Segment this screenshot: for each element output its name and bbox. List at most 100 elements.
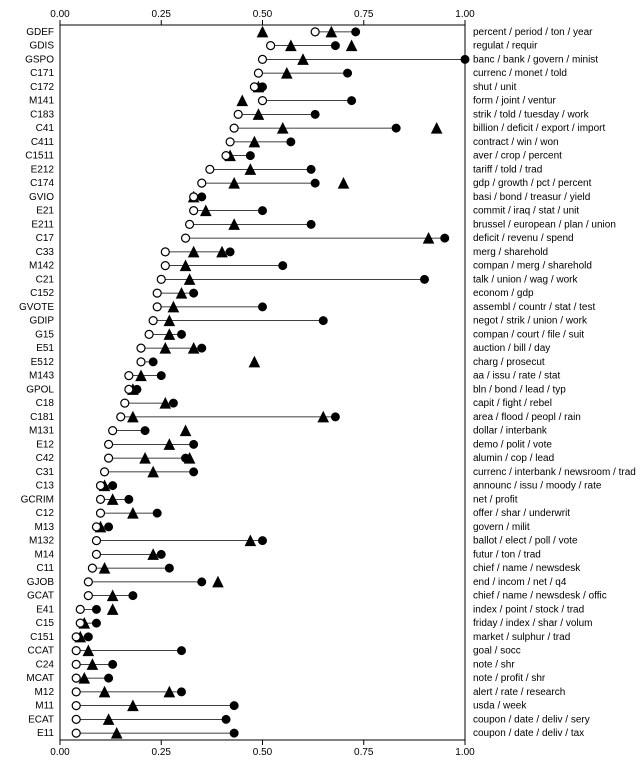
closed-dot — [198, 578, 206, 586]
closed-dot — [178, 330, 186, 338]
xtick-bottom: 1.00 — [455, 747, 475, 758]
open-dot — [145, 330, 153, 338]
closed-dot — [461, 55, 469, 63]
open-dot — [186, 220, 194, 228]
closed-dot — [226, 248, 234, 256]
open-dot — [72, 660, 80, 668]
closed-dot — [198, 344, 206, 352]
open-dot — [76, 605, 84, 613]
closed-dot — [169, 399, 177, 407]
row-label: C17 — [36, 233, 55, 244]
row-desc: announc / issu / moody / rate — [473, 481, 602, 492]
row-label: M142 — [29, 261, 54, 272]
row-desc: brussel / european / plan / union — [473, 219, 616, 230]
row-label: C12 — [36, 508, 55, 519]
closed-dot — [109, 482, 117, 490]
row-label: GCAT — [27, 591, 54, 602]
open-dot — [92, 523, 100, 531]
row-label: MCAT — [26, 673, 54, 684]
row-label: E211 — [31, 219, 54, 230]
row-label: E21 — [36, 206, 54, 217]
row-desc: billion / deficit / export / import — [473, 123, 605, 134]
row-desc: alert / rate / research — [473, 687, 565, 698]
row-label: C174 — [30, 178, 54, 189]
open-dot — [153, 289, 161, 297]
row-desc: currenc / monet / told — [473, 68, 567, 79]
row-label: C31 — [36, 467, 55, 478]
open-dot — [92, 550, 100, 558]
open-dot — [234, 110, 242, 118]
closed-dot — [149, 358, 157, 366]
xtick-bottom: 0.75 — [354, 747, 374, 758]
row-desc: charg / prosecut — [473, 357, 545, 368]
closed-dot — [287, 138, 295, 146]
open-dot — [182, 234, 190, 242]
open-dot — [88, 564, 96, 572]
closed-dot — [190, 440, 198, 448]
closed-dot — [441, 234, 449, 242]
row-desc: govern / milit — [473, 522, 530, 533]
closed-dot — [259, 83, 267, 91]
open-dot — [97, 482, 105, 490]
row-desc: gdp / growth / pct / percent — [473, 178, 592, 189]
row-label: M141 — [29, 96, 54, 107]
row-label: CCAT — [28, 646, 54, 657]
closed-dot — [157, 372, 165, 380]
row-desc: goal / socc — [473, 646, 521, 657]
open-dot — [97, 509, 105, 517]
xtick-top: 0.50 — [253, 9, 273, 20]
row-desc: compan / merg / sharehold — [473, 261, 592, 272]
open-dot — [190, 193, 198, 201]
row-label: GDEF — [26, 27, 54, 38]
row-desc: contract / win / won — [473, 137, 559, 148]
closed-dot — [190, 289, 198, 297]
closed-dot — [178, 688, 186, 696]
row-desc: note / shr — [473, 659, 515, 670]
closed-dot — [157, 550, 165, 558]
closed-dot — [153, 509, 161, 517]
xtick-bottom: 0.00 — [50, 747, 70, 758]
row-label: C21 — [36, 274, 55, 285]
row-label: E12 — [36, 439, 54, 450]
open-dot — [149, 317, 157, 325]
row-desc: alumin / cop / lead — [473, 453, 554, 464]
closed-dot — [125, 495, 133, 503]
row-desc: demo / polit / vote — [473, 439, 552, 450]
row-desc: form / joint / ventur — [473, 96, 556, 107]
row-desc: percent / period / ton / year — [473, 27, 593, 38]
row-label: E41 — [36, 604, 54, 615]
row-label: C13 — [36, 481, 55, 492]
row-desc: banc / bank / govern / minist — [473, 54, 598, 65]
row-desc: commit / iraq / stat / unit — [473, 206, 579, 217]
row-desc: basi / bond / treasur / yield — [473, 192, 590, 203]
closed-dot — [230, 702, 238, 710]
row-label: C151 — [30, 632, 54, 643]
open-dot — [125, 372, 133, 380]
open-dot — [72, 715, 80, 723]
row-label: C152 — [30, 288, 54, 299]
row-label: C41 — [36, 123, 55, 134]
closed-dot — [230, 729, 238, 737]
row-desc: net / profit — [473, 494, 518, 505]
closed-dot — [141, 427, 149, 435]
open-dot — [117, 413, 125, 421]
closed-dot — [178, 647, 186, 655]
closed-dot — [352, 28, 360, 36]
row-desc: aa / issu / rate / stat — [473, 371, 560, 382]
closed-dot — [109, 660, 117, 668]
row-desc: index / point / stock / trad — [473, 604, 584, 615]
closed-dot — [259, 537, 267, 545]
row-label: C18 — [36, 398, 55, 409]
row-desc: bln / bond / lead / typ — [473, 384, 566, 395]
row-label: ECAT — [28, 714, 54, 725]
closed-dot — [307, 220, 315, 228]
row-desc: merg / sharehold — [473, 247, 548, 258]
row-desc: coupon / date / deliv / sery — [473, 714, 590, 725]
open-dot — [137, 358, 145, 366]
closed-dot — [344, 69, 352, 77]
closed-dot — [259, 303, 267, 311]
closed-dot — [421, 275, 429, 283]
dot-range-chart: 0.000.000.250.250.500.500.750.751.001.00… — [0, 0, 640, 765]
closed-dot — [92, 605, 100, 613]
row-label: M13 — [35, 522, 55, 533]
